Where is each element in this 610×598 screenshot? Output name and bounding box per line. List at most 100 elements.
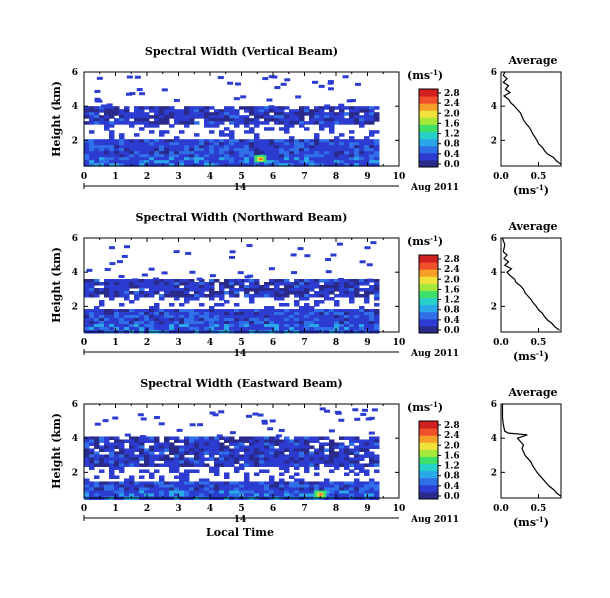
heatmap-cell bbox=[249, 448, 255, 452]
heatmap-cell bbox=[189, 118, 195, 122]
heatmap-cell bbox=[354, 154, 360, 158]
heatmap-cell bbox=[304, 318, 310, 322]
heatmap-cell bbox=[139, 451, 145, 455]
heatmap-cell bbox=[219, 163, 225, 167]
colorbar-swatch bbox=[419, 304, 438, 313]
heatmap-cell bbox=[144, 436, 150, 440]
heatmap-cell bbox=[254, 312, 260, 316]
heatmap-cell bbox=[209, 285, 215, 289]
heatmap-cell bbox=[149, 315, 155, 319]
heatmap-cell bbox=[229, 118, 235, 122]
heatmap-cell bbox=[319, 112, 325, 116]
heatmap-cell bbox=[134, 133, 140, 137]
heatmap-cell bbox=[279, 154, 285, 158]
heatmap-cell bbox=[264, 445, 270, 449]
heatmap-cell bbox=[174, 142, 180, 146]
heatmap-cell bbox=[344, 160, 350, 164]
heatmap-cell bbox=[104, 493, 110, 497]
heatmap-cell bbox=[284, 121, 290, 125]
heatmap-cell bbox=[349, 324, 355, 328]
average-y-tick-label: 2 bbox=[491, 136, 497, 146]
heatmap-cell bbox=[229, 109, 235, 113]
heatmap-cell bbox=[314, 439, 320, 443]
heatmap-cell bbox=[169, 148, 175, 152]
heatmap-cell bbox=[374, 118, 380, 122]
heatmap-cell bbox=[259, 142, 265, 146]
heatmap-cell bbox=[158, 422, 165, 426]
heatmap-cell bbox=[109, 124, 115, 128]
heatmap-cell bbox=[329, 124, 335, 128]
heatmap-cell bbox=[219, 445, 225, 449]
heatmap-cell bbox=[284, 312, 290, 316]
heatmap-cell bbox=[179, 121, 185, 125]
heatmap-cell bbox=[204, 121, 210, 125]
heatmap-cell bbox=[109, 288, 115, 292]
heatmap-cell bbox=[224, 475, 230, 479]
heatmap-cell bbox=[199, 315, 205, 319]
heatmap-cell bbox=[184, 160, 190, 164]
heatmap-cell bbox=[99, 157, 105, 161]
heatmap-cell bbox=[134, 321, 140, 325]
heatmap-cell bbox=[99, 445, 105, 449]
heatmap-cell bbox=[334, 112, 340, 116]
heatmap-cell bbox=[249, 484, 255, 488]
heatmap-cell bbox=[109, 157, 115, 161]
heatmap-cell bbox=[154, 315, 160, 319]
heatmap-cell bbox=[204, 151, 210, 155]
heatmap-cell bbox=[279, 451, 285, 455]
heatmap-cell bbox=[309, 484, 315, 488]
heatmap-cell bbox=[254, 294, 260, 298]
heatmap-cell bbox=[239, 285, 245, 289]
heatmap-cell bbox=[299, 451, 305, 455]
heatmap-cell bbox=[309, 121, 315, 125]
heatmap-cell bbox=[364, 454, 370, 458]
heatmap-cell bbox=[254, 436, 260, 440]
heatmap-cell bbox=[261, 421, 268, 425]
heatmap-cell bbox=[199, 327, 205, 331]
heatmap-cell bbox=[154, 154, 160, 158]
heatmap-cell bbox=[344, 151, 350, 155]
heatmap-cell bbox=[229, 490, 235, 494]
heatmap-cell bbox=[169, 490, 175, 494]
heatmap-cell bbox=[334, 282, 340, 286]
heatmap-cell bbox=[124, 151, 130, 155]
heatmap-cell bbox=[359, 466, 365, 470]
heatmap-cell bbox=[214, 490, 220, 494]
heatmap-cell bbox=[104, 294, 110, 298]
heatmap-cell bbox=[304, 294, 310, 298]
heatmap-cell bbox=[204, 109, 210, 113]
heatmap-cell bbox=[204, 142, 210, 146]
heatmap-cell bbox=[269, 463, 275, 467]
heatmap-cell bbox=[179, 282, 185, 286]
heatmap-cell bbox=[229, 142, 235, 146]
heatmap-cell bbox=[194, 327, 200, 331]
heatmap-cell bbox=[219, 493, 225, 497]
heatmap-cell bbox=[189, 151, 195, 155]
heatmap-cell bbox=[84, 121, 90, 125]
heatmap-cell bbox=[249, 297, 255, 301]
heatmap-cell bbox=[89, 457, 95, 461]
heatmap-cell bbox=[179, 451, 185, 455]
heatmap-cell bbox=[184, 324, 190, 328]
heatmap-cell bbox=[149, 448, 155, 452]
heatmap-cell bbox=[369, 115, 375, 119]
heatmap-cell bbox=[144, 160, 150, 164]
heatmap-cell bbox=[262, 77, 269, 81]
heatmap-cell bbox=[94, 490, 100, 494]
heatmap-cell bbox=[314, 484, 320, 488]
heatmap-cell bbox=[269, 318, 275, 322]
heatmap-cell bbox=[364, 484, 370, 488]
heatmap-cell bbox=[184, 300, 190, 304]
heatmap-cell bbox=[254, 460, 260, 464]
heatmap-cell bbox=[319, 454, 325, 458]
heatmap-cell bbox=[274, 481, 280, 485]
heatmap-cell bbox=[289, 454, 295, 458]
heatmap-cell bbox=[194, 291, 200, 295]
heatmap-cell bbox=[169, 445, 175, 449]
heatmap-cell bbox=[319, 457, 325, 461]
heatmap-cell bbox=[184, 106, 190, 110]
heatmap-cell bbox=[364, 118, 370, 122]
heatmap-cell bbox=[239, 139, 245, 143]
heatmap-cell bbox=[344, 312, 350, 316]
y-tick-label: 6 bbox=[72, 400, 78, 410]
